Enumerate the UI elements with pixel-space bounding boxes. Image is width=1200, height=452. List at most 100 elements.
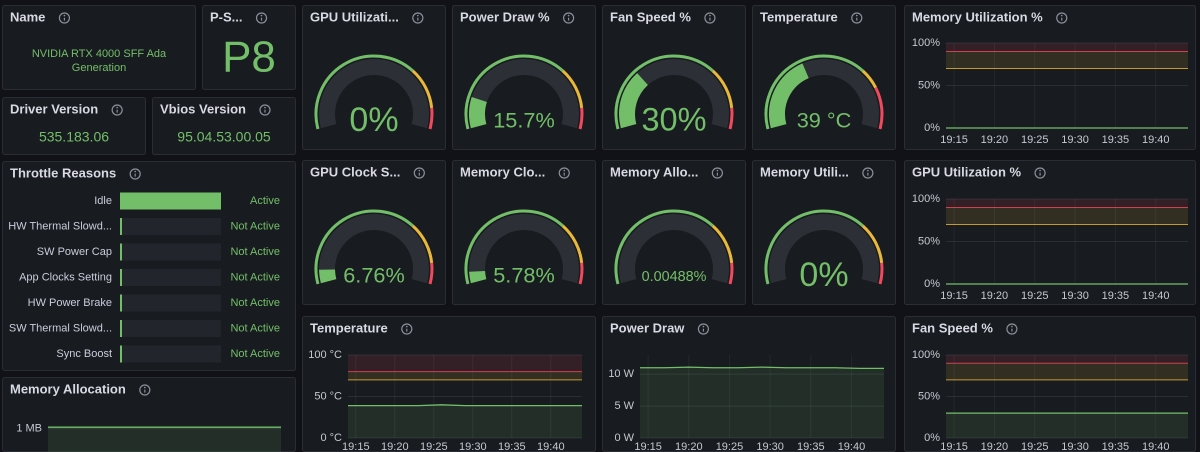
x-tick-label: 19:25 [1021, 134, 1049, 146]
bar-track [120, 218, 221, 235]
bar-edge [120, 294, 122, 312]
x-tick-label: 19:30 [1061, 441, 1089, 452]
panel-title: Fan Speed % [912, 320, 993, 335]
panel-title: Throttle Reasons [10, 165, 116, 180]
x-tick-label: 19:20 [675, 441, 703, 452]
gauge-threshold-base [764, 54, 864, 130]
info-icon [562, 12, 575, 24]
gauge-threshold [428, 107, 434, 130]
y-tick-label: 50% [918, 235, 940, 247]
x-tick-label: 19:35 [797, 441, 825, 452]
row-status: Not Active [230, 348, 280, 360]
row-label: Idle [94, 195, 112, 207]
gauge-threshold-base [614, 54, 714, 130]
x-tick-label: 19:15 [940, 441, 968, 452]
info-icon [58, 12, 71, 24]
info-icon [558, 167, 570, 179]
panel [452, 5, 596, 150]
gauge-track [319, 214, 429, 284]
bar-edge [120, 192, 122, 210]
bar-track [120, 294, 221, 312]
panel [904, 5, 1196, 150]
info-icon-dot [709, 14, 711, 17]
info-icon-dot [260, 14, 263, 17]
row-label: HW Power Brake [28, 297, 112, 309]
x-tick-label: 19:15 [940, 134, 968, 146]
x-tick-label: 19:20 [381, 441, 409, 452]
x-tick-label: 19:30 [459, 441, 487, 452]
bar-edge [120, 243, 122, 261]
panel-title: Power Draw [610, 320, 685, 335]
panel-title: Name [10, 9, 45, 24]
threshold-band [946, 199, 1188, 208]
x-tick-label: 19:30 [1061, 290, 1089, 302]
gauge-threshold [578, 262, 584, 285]
area-fill [348, 404, 582, 438]
info-icon-dot [134, 170, 136, 173]
gauge-threshold [728, 262, 734, 285]
panel-title: Temperature [310, 320, 388, 335]
row-label: App Clocks Setting [19, 271, 112, 283]
info-icon-dot [855, 14, 858, 17]
panel-title: Memory Allocation [10, 381, 126, 396]
threshold-band [946, 51, 1188, 69]
row-label: Sync Boost [56, 348, 112, 360]
panel [904, 160, 1196, 305]
gauge-threshold [711, 224, 734, 264]
x-tick-label: 19:15 [342, 441, 370, 452]
gauge-value [469, 97, 488, 129]
info-icon-dot [716, 169, 719, 172]
info-icon-dot [264, 106, 266, 109]
stat-value: 95.04.53.00.05 [177, 129, 271, 145]
gauge-threshold-base [764, 209, 864, 285]
y-tick-label: 50% [918, 390, 940, 402]
panel-title: Vbios Version [160, 101, 246, 116]
x-tick-label: 19:40 [1142, 441, 1170, 452]
y-tick-label: 100% [912, 349, 940, 361]
x-tick-label: 19:20 [981, 290, 1009, 302]
row-label: SW Power Cap [37, 246, 112, 258]
info-icon [401, 323, 413, 335]
row-status: Not Active [230, 220, 280, 232]
info-icon-dot [417, 14, 419, 17]
x-tick-label: 19:40 [1142, 134, 1170, 146]
x-tick-label: 19:35 [1102, 290, 1130, 302]
gauge-threshold-base [614, 209, 714, 285]
row-label: HW Thermal Slowd... [8, 220, 112, 232]
info-icon-dot [63, 14, 66, 17]
gauge-value-label: 0% [799, 256, 848, 294]
x-tick-label: 19:35 [1102, 441, 1130, 452]
y-tick-label: 0% [924, 432, 940, 444]
gauge-threshold [561, 69, 584, 109]
info-icon-dot [1011, 325, 1013, 328]
gauge-value-label: 0% [349, 101, 398, 139]
panel [752, 5, 896, 150]
info-icon-dot [144, 386, 146, 389]
bar-edge [120, 269, 122, 286]
y-tick-label: 5 W [614, 400, 634, 412]
info-icon [259, 104, 271, 116]
info-icon-dot [405, 325, 408, 328]
area-fill [946, 413, 1188, 438]
info-icon [862, 167, 874, 179]
info-icon [704, 12, 716, 24]
y-tick-label: 0 °C [320, 432, 342, 444]
bar-track [120, 269, 221, 286]
bar-edge [120, 320, 122, 337]
bar-track [120, 345, 221, 363]
threshold-band [946, 43, 1188, 52]
x-tick-label: 19:15 [940, 290, 968, 302]
stat-value: P8 [222, 33, 276, 82]
stat-value-box: NVIDIA RTX 4000 SFF Ada Generation [32, 48, 166, 74]
panel-title: Memory Utili... [760, 164, 849, 179]
info-icon [255, 12, 268, 24]
info-icon [697, 323, 710, 335]
gauge-value-label: 6.76% [343, 263, 405, 288]
row-status: Not Active [230, 271, 280, 283]
x-tick-label: 19:15 [634, 441, 662, 452]
panel-title: Memory Utilization % [912, 9, 1043, 24]
panel-title: Memory Clo... [460, 164, 545, 179]
info-icon [139, 384, 151, 396]
panel [602, 160, 746, 305]
info-icon-dot [1039, 169, 1041, 172]
